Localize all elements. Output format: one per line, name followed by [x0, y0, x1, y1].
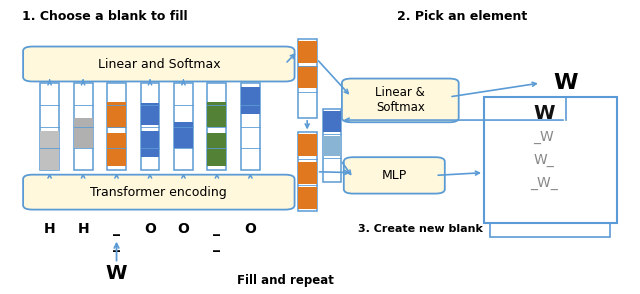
- Bar: [298, 161, 317, 183]
- Bar: [241, 87, 260, 113]
- Bar: [74, 83, 93, 170]
- Text: _: _: [213, 238, 220, 252]
- Bar: [174, 83, 193, 170]
- Bar: [141, 103, 159, 125]
- Bar: [298, 188, 317, 210]
- Text: W: W: [554, 73, 579, 93]
- Bar: [141, 83, 159, 170]
- Text: Fill and repeat: Fill and repeat: [237, 275, 333, 288]
- Text: W: W: [106, 264, 127, 283]
- Text: _: _: [113, 222, 120, 235]
- Text: W_: W_: [534, 153, 554, 167]
- Text: 1. Choose a blank to fill: 1. Choose a blank to fill: [22, 10, 188, 23]
- Text: _W: _W: [534, 130, 554, 144]
- Text: Transformer encoding: Transformer encoding: [90, 186, 227, 199]
- Bar: [298, 134, 317, 156]
- Text: W: W: [533, 104, 555, 123]
- Bar: [207, 102, 227, 127]
- Bar: [323, 136, 340, 156]
- Text: _: _: [113, 238, 120, 252]
- Text: O: O: [144, 222, 156, 235]
- Bar: [298, 66, 317, 88]
- Text: _W_: _W_: [530, 176, 558, 191]
- Text: 2. Pick an element: 2. Pick an element: [397, 10, 527, 23]
- Bar: [207, 133, 227, 166]
- FancyBboxPatch shape: [342, 78, 459, 122]
- Text: O: O: [244, 222, 256, 235]
- Bar: [323, 109, 340, 182]
- Bar: [40, 83, 59, 170]
- Text: MLP: MLP: [381, 169, 407, 182]
- Bar: [298, 39, 317, 118]
- Bar: [490, 127, 610, 237]
- Bar: [298, 132, 317, 211]
- FancyBboxPatch shape: [344, 157, 445, 193]
- Text: 3. Create new blank: 3. Create new blank: [358, 223, 483, 233]
- Text: H: H: [44, 222, 56, 235]
- FancyBboxPatch shape: [23, 46, 294, 81]
- Text: H: H: [77, 222, 89, 235]
- FancyBboxPatch shape: [23, 175, 294, 210]
- Text: Linear and Softmax: Linear and Softmax: [97, 58, 220, 71]
- Bar: [323, 111, 340, 132]
- Bar: [298, 41, 317, 63]
- Bar: [141, 131, 159, 157]
- Bar: [241, 83, 260, 170]
- Bar: [40, 131, 59, 170]
- Bar: [107, 133, 126, 166]
- Bar: [107, 102, 126, 128]
- Text: Linear &
Softmax: Linear & Softmax: [376, 86, 425, 114]
- Text: _: _: [213, 222, 220, 235]
- Bar: [107, 83, 126, 170]
- Bar: [207, 83, 227, 170]
- Bar: [484, 98, 616, 223]
- Bar: [74, 118, 93, 148]
- Bar: [174, 122, 193, 148]
- Text: O: O: [177, 222, 189, 235]
